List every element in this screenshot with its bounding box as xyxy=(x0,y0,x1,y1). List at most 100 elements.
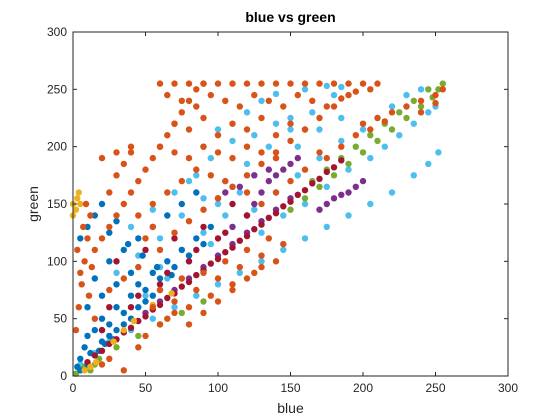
scatter-point xyxy=(251,91,258,99)
scatter-point xyxy=(149,269,156,276)
scatter-point xyxy=(87,363,94,370)
scatter-point xyxy=(388,109,396,116)
scatter-point xyxy=(410,120,417,127)
scatter-point xyxy=(193,166,200,173)
scatter-point xyxy=(207,91,214,99)
x-tick-label: 50 xyxy=(139,381,153,395)
scatter-point xyxy=(287,114,294,122)
scatter-point xyxy=(417,109,425,116)
scatter-point xyxy=(135,344,142,351)
scatter-point xyxy=(82,200,90,208)
scatter-point xyxy=(243,172,251,179)
scatter-point xyxy=(323,154,330,162)
scatter-point xyxy=(127,269,135,276)
scatter-point xyxy=(345,212,352,219)
scatter-point xyxy=(142,313,149,320)
scatter-point xyxy=(200,206,207,213)
scatter-point xyxy=(214,126,222,133)
scatter-point xyxy=(156,321,164,328)
scatter-point xyxy=(113,344,120,351)
scatter-point xyxy=(330,172,338,179)
scatter-point xyxy=(316,149,323,156)
scatter-point xyxy=(287,198,294,205)
scatter-point xyxy=(113,281,120,288)
scatter-point xyxy=(74,246,81,254)
scatter-point xyxy=(185,258,193,265)
scatter-point xyxy=(323,103,330,110)
scatter-point xyxy=(200,223,207,231)
scatter-point xyxy=(106,304,113,311)
scatter-point xyxy=(178,200,185,208)
scatter-point xyxy=(200,195,207,202)
scatter-point xyxy=(258,221,265,228)
scatter-point xyxy=(120,321,128,328)
scatter-point xyxy=(367,126,374,133)
scatter-point xyxy=(74,195,81,202)
scatter-point xyxy=(396,132,403,139)
scatter-point xyxy=(417,86,425,93)
scatter-point xyxy=(171,229,178,236)
scatter-point xyxy=(185,97,193,105)
scatter-point xyxy=(374,137,381,145)
scatter-point xyxy=(229,223,236,231)
scatter-point xyxy=(185,154,193,162)
scatter-point xyxy=(91,315,99,322)
scatter-point xyxy=(243,275,251,282)
scatter-point xyxy=(316,206,323,213)
scatter-point xyxy=(381,143,388,150)
scatter-point xyxy=(258,149,265,156)
scatter-point xyxy=(113,269,120,276)
scatter-point xyxy=(359,177,367,185)
scatter-point xyxy=(113,258,120,265)
scatter-point xyxy=(229,154,236,162)
scatter-point xyxy=(287,80,294,87)
scatter-point xyxy=(156,235,164,242)
scatter-point xyxy=(156,301,164,309)
scatter-point xyxy=(142,286,149,294)
scatter-point xyxy=(164,91,171,99)
scatter-point xyxy=(142,166,149,173)
scatter-point xyxy=(280,103,287,110)
scatter-point xyxy=(301,80,309,87)
scatter-point xyxy=(229,183,236,190)
scatter-point xyxy=(330,103,338,110)
scatter-point xyxy=(164,212,171,219)
scatter-point xyxy=(98,292,106,299)
scatter-point xyxy=(381,118,388,125)
scatter-point xyxy=(229,137,236,145)
scatter-point xyxy=(338,95,345,102)
scatter-point xyxy=(258,263,265,271)
scatter-point xyxy=(316,114,323,122)
scatter-point xyxy=(345,160,352,168)
scatter-point xyxy=(403,114,410,122)
scatter-point xyxy=(135,235,142,242)
scatter-point xyxy=(280,166,287,173)
scatter-point xyxy=(178,212,185,219)
y-tick-label: 200 xyxy=(47,140,67,154)
scatter-point xyxy=(214,200,222,208)
scatter-point xyxy=(113,172,120,179)
scatter-point xyxy=(229,286,236,294)
scatter-point xyxy=(258,80,265,87)
scatter-point xyxy=(338,137,345,145)
scatter-point xyxy=(185,80,193,87)
scatter-point xyxy=(164,189,171,196)
scatter-point xyxy=(243,126,251,133)
scatter-point xyxy=(168,290,175,297)
scatter-point xyxy=(272,189,280,196)
scatter-point xyxy=(265,166,272,173)
scatter-point xyxy=(222,258,229,265)
scatter-point xyxy=(171,80,178,87)
scatter-point xyxy=(130,317,138,325)
scatter-point xyxy=(193,189,200,196)
scatter-point xyxy=(388,126,396,133)
x-tick-label: 0 xyxy=(70,381,77,395)
scatter-point xyxy=(120,275,128,282)
scatter-point xyxy=(258,229,265,236)
scatter-point xyxy=(207,292,214,299)
scatter-point xyxy=(178,275,185,282)
scatter-point xyxy=(243,189,251,196)
scatter-point xyxy=(135,332,142,340)
scatter-point xyxy=(72,326,80,334)
scatter-point xyxy=(178,177,185,185)
